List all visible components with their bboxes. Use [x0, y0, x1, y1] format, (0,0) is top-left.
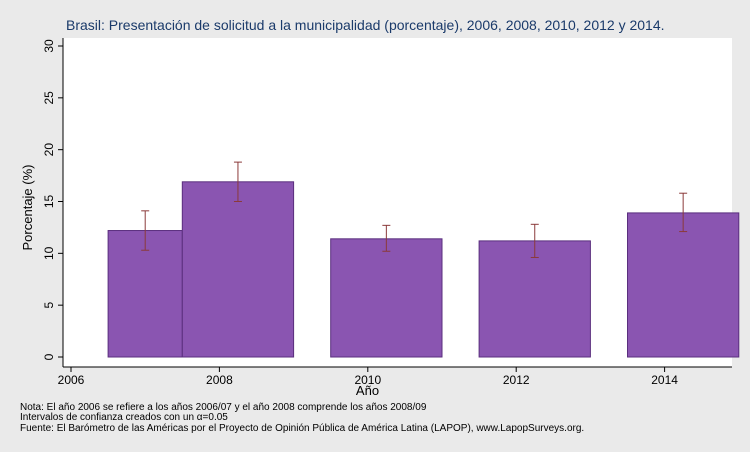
x-axis: 2006 2008 2010 2012 2014: [58, 366, 732, 387]
bar-2: [330, 238, 443, 358]
x-tick-label: 2010: [354, 373, 381, 387]
y-tick-label: 5: [42, 302, 56, 309]
y-tick-label: 15: [42, 195, 56, 209]
confidence-note: Intervalos de confianza creados con un α…: [20, 412, 228, 423]
y-axis-label: Porcentaje (%): [20, 165, 35, 251]
x-tick-label: 2014: [651, 373, 678, 387]
bars: [107, 181, 740, 358]
chart-title: Brasil: Presentación de solicitud a la m…: [66, 17, 665, 33]
x-tick-label: 2006: [58, 373, 85, 387]
x-axis-label: Año: [356, 383, 379, 398]
bar-0: [107, 230, 183, 358]
y-tick-label: 10: [42, 246, 56, 260]
y-axis: 0 5 10 15 20 25 30: [42, 38, 64, 367]
y-tick-label: 0: [42, 353, 56, 360]
bar-1: [181, 181, 295, 358]
bar-4: [627, 212, 740, 358]
y-tick-label: 25: [42, 91, 56, 105]
error-bars: [141, 161, 688, 258]
footnote: Nota: El año 2006 se refiere a los años …: [20, 402, 427, 413]
y-tick-label: 30: [42, 39, 56, 53]
bar-3: [478, 240, 591, 358]
source-note: Fuente: El Barómetro de las Américas por…: [20, 423, 584, 434]
y-tick-label: 20: [42, 143, 56, 157]
x-tick-label: 2012: [503, 373, 530, 387]
x-tick-label: 2008: [206, 373, 233, 387]
